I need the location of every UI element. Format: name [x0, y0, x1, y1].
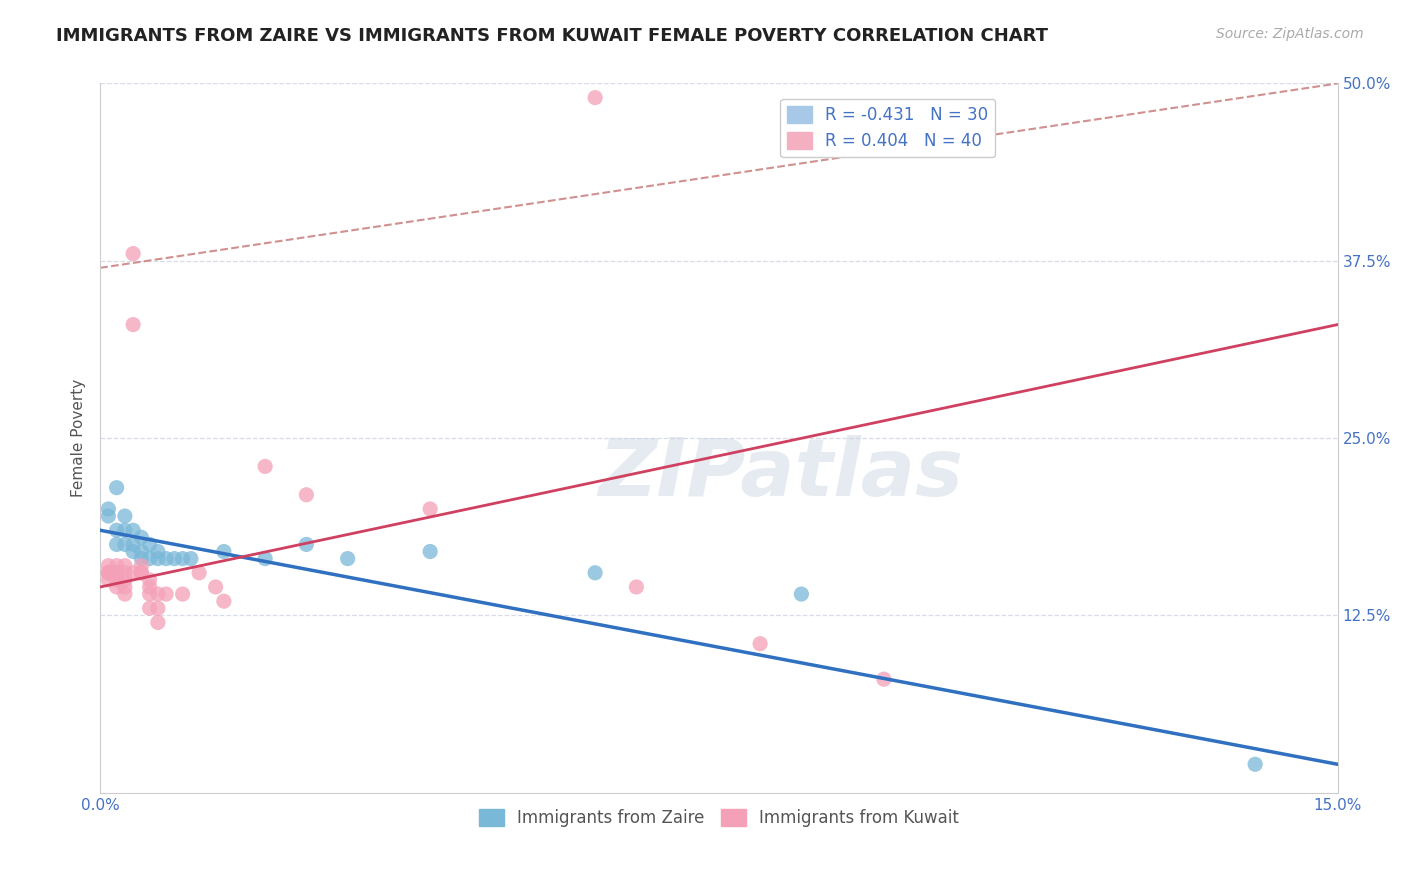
Point: [419, 544, 441, 558]
Point: [105, 573, 128, 587]
Point: [122, 318, 145, 332]
Point: [138, 551, 160, 566]
Point: [122, 523, 145, 537]
Point: [97, 502, 120, 516]
Point: [114, 509, 136, 524]
Point: [105, 566, 128, 580]
Point: [114, 573, 136, 587]
Point: [122, 537, 145, 551]
Point: [188, 566, 211, 580]
Point: [146, 601, 169, 615]
Point: [97, 566, 120, 580]
Point: [163, 551, 186, 566]
Point: [138, 537, 160, 551]
Point: [114, 537, 136, 551]
Point: [131, 544, 153, 558]
Point: [122, 246, 145, 260]
Point: [146, 587, 169, 601]
Point: [138, 580, 160, 594]
Point: [131, 566, 153, 580]
Point: [97, 509, 120, 524]
Point: [172, 551, 194, 566]
Point: [97, 566, 120, 580]
Point: [212, 594, 235, 608]
Point: [131, 566, 153, 580]
Point: [105, 481, 128, 495]
Point: [146, 551, 169, 566]
Point: [295, 488, 318, 502]
Point: [749, 637, 772, 651]
Point: [97, 566, 120, 580]
Y-axis label: Female Poverty: Female Poverty: [72, 379, 86, 497]
Text: Source: ZipAtlas.com: Source: ZipAtlas.com: [1216, 27, 1364, 41]
Point: [172, 587, 194, 601]
Point: [790, 587, 813, 601]
Point: [212, 544, 235, 558]
Point: [138, 587, 160, 601]
Point: [122, 566, 145, 580]
Point: [105, 537, 128, 551]
Point: [114, 580, 136, 594]
Legend: Immigrants from Zaire, Immigrants from Kuwait: Immigrants from Zaire, Immigrants from K…: [472, 803, 966, 834]
Point: [254, 459, 277, 474]
Point: [105, 580, 128, 594]
Point: [105, 566, 128, 580]
Point: [146, 615, 169, 630]
Point: [336, 551, 359, 566]
Text: ZIPatlas: ZIPatlas: [599, 434, 963, 513]
Point: [114, 587, 136, 601]
Point: [583, 90, 606, 104]
Point: [180, 551, 202, 566]
Point: [114, 523, 136, 537]
Point: [1244, 757, 1267, 772]
Point: [626, 580, 648, 594]
Point: [131, 551, 153, 566]
Point: [419, 502, 441, 516]
Point: [295, 537, 318, 551]
Point: [105, 558, 128, 573]
Point: [97, 573, 120, 587]
Point: [155, 551, 177, 566]
Point: [155, 587, 177, 601]
Point: [114, 566, 136, 580]
Point: [583, 566, 606, 580]
Text: IMMIGRANTS FROM ZAIRE VS IMMIGRANTS FROM KUWAIT FEMALE POVERTY CORRELATION CHART: IMMIGRANTS FROM ZAIRE VS IMMIGRANTS FROM…: [56, 27, 1049, 45]
Point: [131, 530, 153, 544]
Point: [146, 544, 169, 558]
Point: [105, 523, 128, 537]
Point: [254, 551, 277, 566]
Point: [114, 558, 136, 573]
Point: [97, 558, 120, 573]
Point: [131, 558, 153, 573]
Point: [873, 672, 896, 686]
Point: [204, 580, 226, 594]
Point: [122, 544, 145, 558]
Point: [138, 601, 160, 615]
Point: [138, 573, 160, 587]
